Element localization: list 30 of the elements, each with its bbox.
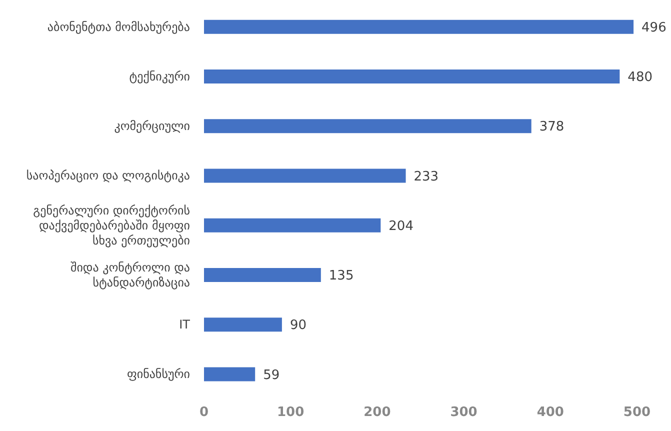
x-tick-label: 200	[364, 405, 391, 420]
data-label: 378	[539, 120, 564, 135]
data-label: 233	[414, 169, 439, 184]
data-label: 59	[263, 368, 280, 383]
y-tick-label: ტექნიკური	[129, 69, 190, 84]
data-label: 480	[628, 70, 653, 86]
y-tick-label: შიდა კონტროლი და სტანდარტიზაცია	[70, 260, 190, 290]
data-label: 90	[290, 318, 306, 334]
bar	[204, 318, 282, 332]
x-tick-label: 300	[450, 405, 478, 420]
bar	[204, 367, 256, 382]
bar	[204, 119, 532, 134]
bar	[204, 69, 620, 84]
x-tick-label: 400	[536, 405, 564, 420]
y-tick-label: IT	[179, 318, 191, 332]
y-tick-label: საოპერაციო და ლოგისტიკა	[26, 168, 190, 183]
x-tick-label: 0	[199, 405, 209, 420]
x-tick-label: 500	[623, 405, 651, 420]
y-tick-label: კომერციული	[114, 119, 190, 134]
bar	[204, 268, 321, 282]
y-tick-label: ფინანსური	[126, 367, 190, 382]
data-label: 204	[388, 218, 414, 234]
bar	[204, 168, 406, 183]
bar	[204, 218, 381, 232]
y-tick-label: აბონენტთა მომსახურება	[47, 20, 190, 34]
data-label: 496	[642, 20, 666, 36]
bar	[204, 20, 634, 34]
x-tick-label: 100	[277, 405, 304, 420]
data-label: 135	[328, 268, 354, 284]
y-tick-label: გენერალური დირექტორის დაქვემდებარებაში მყოფი სხვა ერთეულები	[33, 203, 190, 248]
